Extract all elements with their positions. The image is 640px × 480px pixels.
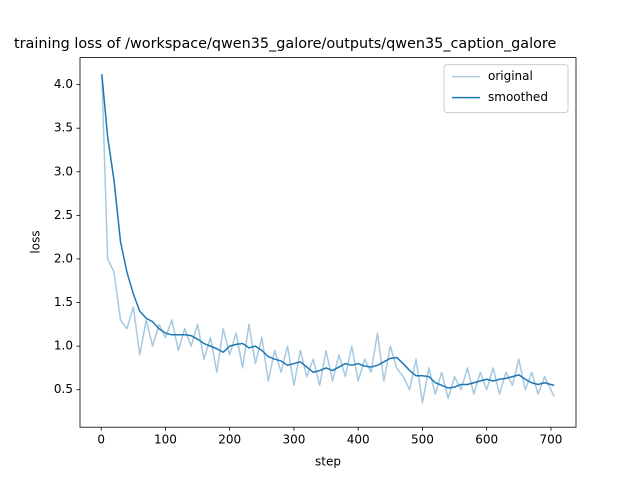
x-tick-label: 300 bbox=[282, 433, 305, 447]
y-tick-label: 0.5 bbox=[54, 382, 73, 396]
y-tick-label: 2.5 bbox=[54, 208, 73, 222]
y-tick-label: 3.0 bbox=[54, 164, 73, 178]
chart-title: training loss of /workspace/qwen35_galor… bbox=[14, 36, 557, 52]
x-axis-label: step bbox=[315, 455, 341, 469]
y-tick-label: 1.0 bbox=[54, 339, 73, 353]
x-tick-label: 100 bbox=[154, 433, 177, 447]
legend-label: smoothed bbox=[488, 90, 548, 104]
line-smoothed bbox=[101, 74, 555, 389]
x-tick-label: 500 bbox=[411, 433, 434, 447]
x-tick-label: 0 bbox=[97, 433, 105, 447]
y-tick-label: 3.5 bbox=[54, 121, 73, 135]
x-tick-label: 600 bbox=[475, 433, 498, 447]
y-tick-label: 2.0 bbox=[54, 251, 73, 265]
y-axis-label: loss bbox=[29, 230, 43, 253]
line-original bbox=[101, 74, 555, 404]
y-tick-label: 4.0 bbox=[54, 77, 73, 91]
x-tick-label: 200 bbox=[218, 433, 241, 447]
y-tick-label: 1.5 bbox=[54, 295, 73, 309]
plot-frame bbox=[79, 57, 577, 428]
x-tick-label: 400 bbox=[347, 433, 370, 447]
legend-label: original bbox=[488, 69, 533, 83]
x-tick-label: 700 bbox=[539, 433, 562, 447]
